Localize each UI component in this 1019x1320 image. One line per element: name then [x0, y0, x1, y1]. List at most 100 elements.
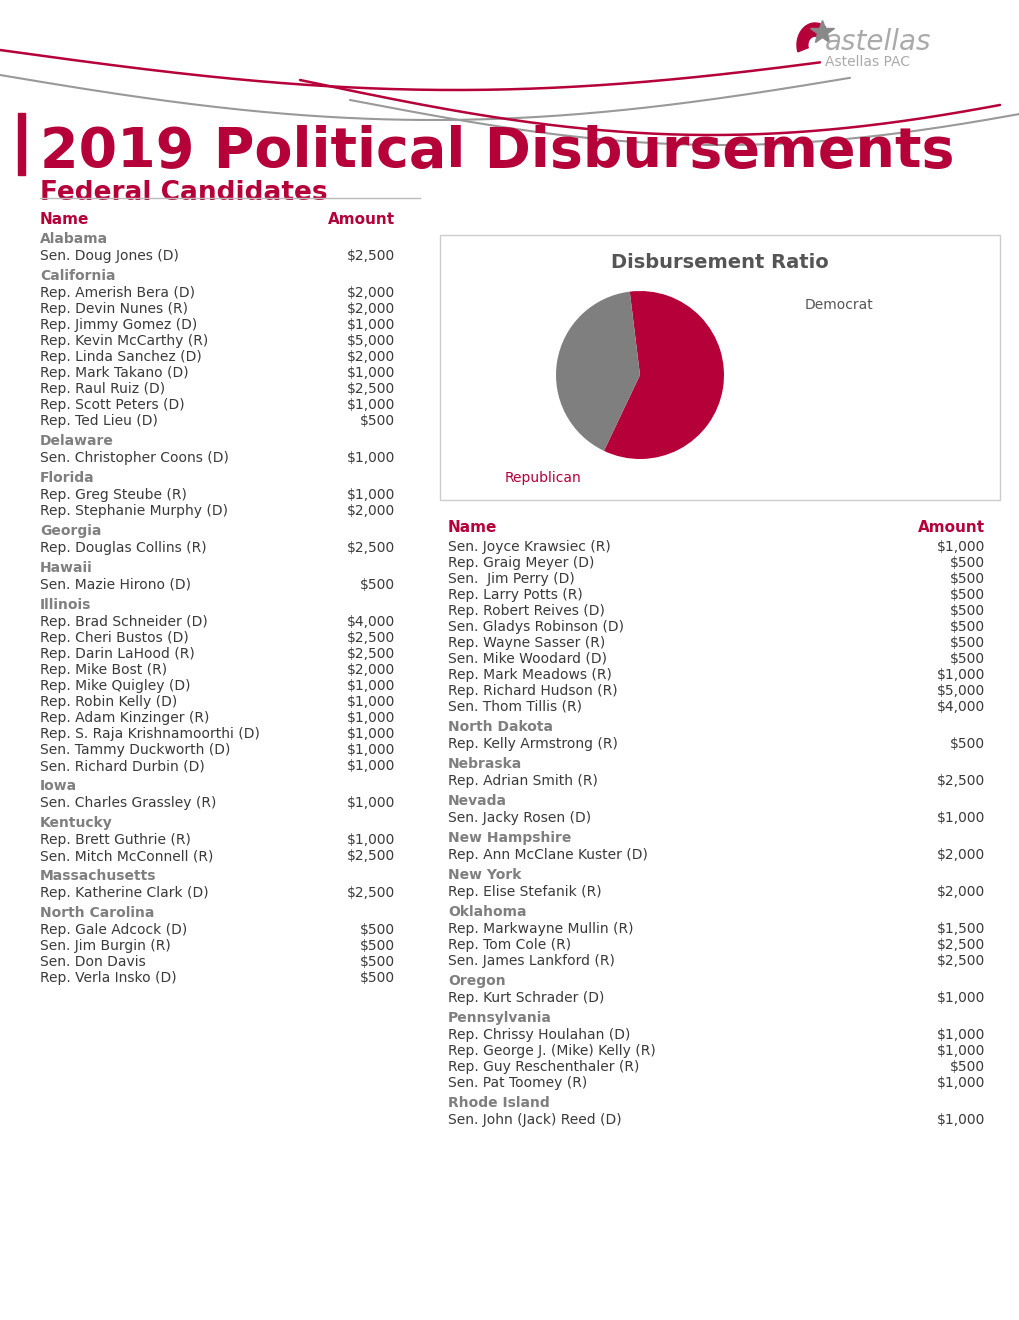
Text: Pennsylvania: Pennsylvania: [447, 1011, 551, 1026]
Text: Rep. Elise Stefanik (R): Rep. Elise Stefanik (R): [447, 884, 601, 899]
Text: $2,000: $2,000: [346, 286, 394, 300]
Text: $500: $500: [360, 923, 394, 937]
Text: $2,500: $2,500: [935, 774, 984, 788]
Text: $1,000: $1,000: [346, 743, 394, 756]
Text: Georgia: Georgia: [40, 524, 101, 539]
Text: Florida: Florida: [40, 471, 95, 484]
Text: 41%: 41%: [664, 333, 725, 356]
Bar: [18, 114, 25, 176]
Text: Rep. Ann McClane Kuster (D): Rep. Ann McClane Kuster (D): [447, 847, 647, 862]
Text: Federal Candidates: Federal Candidates: [40, 180, 327, 206]
Text: Sen. Don Davis: Sen. Don Davis: [40, 954, 146, 969]
Text: $1,000: $1,000: [935, 1113, 984, 1127]
Text: $2,500: $2,500: [935, 939, 984, 952]
Text: $1,000: $1,000: [346, 451, 394, 465]
Text: Rep. Wayne Sasser (R): Rep. Wayne Sasser (R): [447, 636, 604, 649]
Text: Rep. Jimmy Gomez (D): Rep. Jimmy Gomez (D): [40, 318, 197, 333]
Text: Astellas PAC: Astellas PAC: [824, 55, 909, 69]
Text: Alabama: Alabama: [40, 232, 108, 246]
Text: Rep. Kevin McCarthy (R): Rep. Kevin McCarthy (R): [40, 334, 208, 348]
Text: $500: $500: [949, 620, 984, 634]
Text: Rep. Katherine Clark (D): Rep. Katherine Clark (D): [40, 886, 209, 900]
Text: Rep. Chrissy Houlahan (D): Rep. Chrissy Houlahan (D): [447, 1028, 630, 1041]
Text: Sen. Tammy Duckworth (D): Sen. Tammy Duckworth (D): [40, 743, 230, 756]
Text: $1,500: $1,500: [935, 921, 984, 936]
Text: $500: $500: [949, 737, 984, 751]
Text: California: California: [40, 269, 115, 282]
Text: New York: New York: [447, 869, 521, 882]
Text: $500: $500: [949, 605, 984, 618]
Text: Name: Name: [447, 520, 497, 535]
Text: Amount: Amount: [327, 213, 394, 227]
Text: $500: $500: [360, 578, 394, 591]
Text: Rep. Guy Reschenthaler (R): Rep. Guy Reschenthaler (R): [447, 1060, 639, 1074]
Text: Sen.  Jim Perry (D): Sen. Jim Perry (D): [447, 572, 574, 586]
Text: Rep. Amerish Bera (D): Rep. Amerish Bera (D): [40, 286, 195, 300]
Text: Rep. George J. (Mike) Kelly (R): Rep. George J. (Mike) Kelly (R): [447, 1044, 655, 1059]
Text: $2,000: $2,000: [935, 884, 984, 899]
Text: $2,000: $2,000: [346, 663, 394, 677]
Text: Sen. Thom Tillis (R): Sen. Thom Tillis (R): [447, 700, 582, 714]
Text: Rep. Raul Ruiz (D): Rep. Raul Ruiz (D): [40, 381, 165, 396]
Text: $1,000: $1,000: [346, 711, 394, 725]
Text: 2019 Political Disbursements: 2019 Political Disbursements: [40, 125, 954, 180]
Text: $500: $500: [949, 1060, 984, 1074]
Text: $2,000: $2,000: [346, 350, 394, 364]
Text: Sen. Jacky Rosen (D): Sen. Jacky Rosen (D): [447, 810, 591, 825]
Text: Rep. Greg Steube (R): Rep. Greg Steube (R): [40, 488, 186, 502]
Text: $1,000: $1,000: [346, 366, 394, 380]
Bar: [439, 235, 999, 500]
Text: Sen. Christopher Coons (D): Sen. Christopher Coons (D): [40, 451, 228, 465]
Text: $500: $500: [360, 972, 394, 985]
Text: Sen. Gladys Robinson (D): Sen. Gladys Robinson (D): [447, 620, 624, 634]
Text: Rep. Adrian Smith (R): Rep. Adrian Smith (R): [447, 774, 597, 788]
Text: Sen. Pat Toomey (R): Sen. Pat Toomey (R): [447, 1076, 587, 1090]
Text: Rep. Verla Insko (D): Rep. Verla Insko (D): [40, 972, 176, 985]
Text: Rhode Island: Rhode Island: [447, 1096, 549, 1110]
Text: $5,000: $5,000: [346, 334, 394, 348]
Text: Iowa: Iowa: [40, 779, 77, 793]
Text: Republican: Republican: [504, 471, 581, 484]
Text: $1,000: $1,000: [935, 1044, 984, 1059]
Text: $1,000: $1,000: [346, 727, 394, 741]
Text: Rep. Stephanie Murphy (D): Rep. Stephanie Murphy (D): [40, 504, 228, 517]
Text: Sen. Mike Woodard (D): Sen. Mike Woodard (D): [447, 652, 606, 667]
Text: $500: $500: [949, 556, 984, 570]
Text: $500: $500: [949, 652, 984, 667]
Text: Rep. Richard Hudson (R): Rep. Richard Hudson (R): [447, 684, 618, 698]
Text: Rep. Scott Peters (D): Rep. Scott Peters (D): [40, 399, 184, 412]
Text: Amount: Amount: [917, 520, 984, 535]
Text: $1,000: $1,000: [346, 696, 394, 709]
Text: Rep. Mike Quigley (D): Rep. Mike Quigley (D): [40, 678, 191, 693]
Text: Sen. Jim Burgin (R): Sen. Jim Burgin (R): [40, 939, 170, 953]
Text: Rep. Adam Kinzinger (R): Rep. Adam Kinzinger (R): [40, 711, 209, 725]
Text: Rep. Darin LaHood (R): Rep. Darin LaHood (R): [40, 647, 195, 661]
Text: $1,000: $1,000: [346, 318, 394, 333]
Text: Rep. S. Raja Krishnamoorthi (D): Rep. S. Raja Krishnamoorthi (D): [40, 727, 260, 741]
Text: $5,000: $5,000: [935, 684, 984, 698]
Text: Oklahoma: Oklahoma: [447, 906, 526, 919]
Text: $2,500: $2,500: [346, 849, 394, 863]
Text: Rep. Mark Takano (D): Rep. Mark Takano (D): [40, 366, 189, 380]
Text: $1,000: $1,000: [346, 678, 394, 693]
Text: Rep. Markwayne Mullin (R): Rep. Markwayne Mullin (R): [447, 921, 633, 936]
Text: Rep. Devin Nunes (R): Rep. Devin Nunes (R): [40, 302, 187, 315]
Text: Hawaii: Hawaii: [40, 561, 93, 576]
Text: $1,000: $1,000: [935, 668, 984, 682]
Text: Nevada: Nevada: [447, 795, 506, 808]
Text: Rep. Mike Bost (R): Rep. Mike Bost (R): [40, 663, 167, 677]
Text: $2,500: $2,500: [935, 954, 984, 968]
Text: Sen. Joyce Krawsiec (R): Sen. Joyce Krawsiec (R): [447, 540, 610, 554]
Text: $2,000: $2,000: [935, 847, 984, 862]
Text: $2,000: $2,000: [346, 504, 394, 517]
Text: Rep. Brett Guthrie (R): Rep. Brett Guthrie (R): [40, 833, 191, 847]
Text: $1,000: $1,000: [346, 833, 394, 847]
Text: Sen. John (Jack) Reed (D): Sen. John (Jack) Reed (D): [447, 1113, 621, 1127]
Text: astellas: astellas: [824, 28, 930, 55]
Text: Rep. Mark Meadows (R): Rep. Mark Meadows (R): [447, 668, 611, 682]
Text: Rep. Kelly Armstrong (R): Rep. Kelly Armstrong (R): [447, 737, 618, 751]
Text: Sen. Mitch McConnell (R): Sen. Mitch McConnell (R): [40, 849, 213, 863]
Text: $2,500: $2,500: [346, 249, 394, 263]
Text: $1,000: $1,000: [346, 488, 394, 502]
Text: Rep. Linda Sanchez (D): Rep. Linda Sanchez (D): [40, 350, 202, 364]
